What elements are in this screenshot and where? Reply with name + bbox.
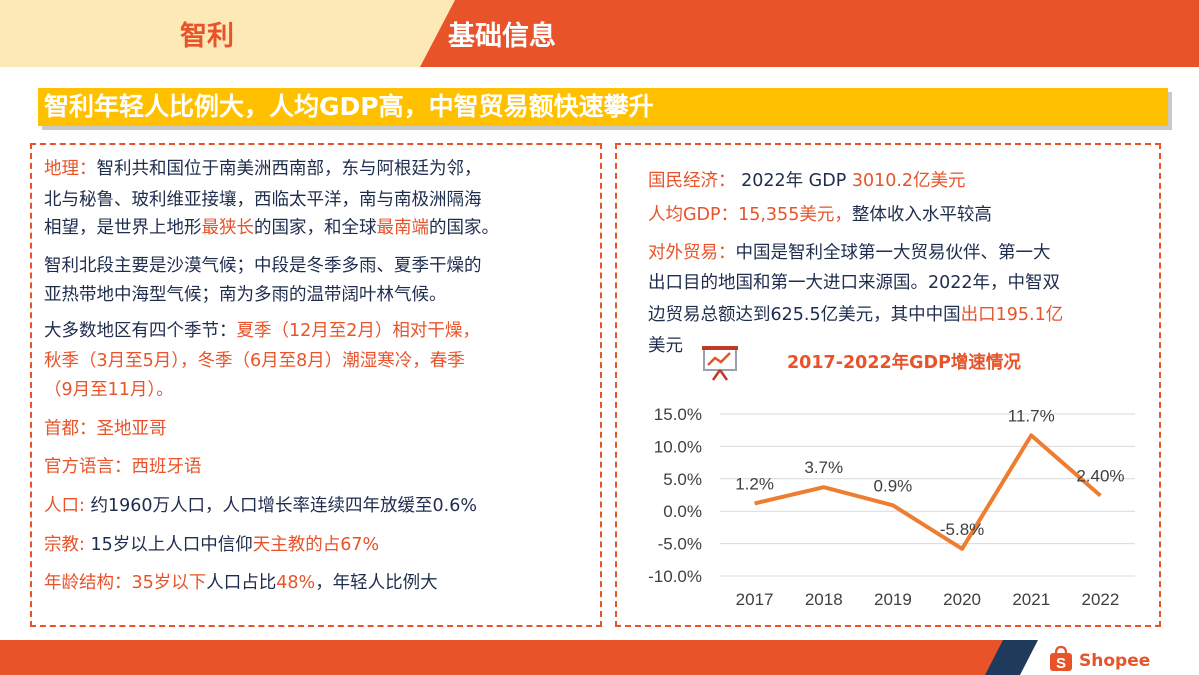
religion-line: 宗教: 15岁以上人口中信仰天主教的占67%: [44, 535, 380, 555]
gdp-growth-series-line: [754, 433, 1102, 551]
trade-line-4: 美元: [648, 336, 683, 356]
x-tick-label: 2018: [805, 590, 843, 609]
y-tick-label: -5.0%: [658, 535, 702, 554]
y-tick-label: 0.0%: [663, 502, 702, 521]
data-label: -5.8%: [940, 520, 984, 539]
data-label: 2.40%: [1076, 467, 1124, 486]
header-country: 智利: [180, 21, 234, 52]
chart-title: 2017-2022年GDP增速情况: [787, 353, 1021, 373]
left-info-box: [30, 143, 602, 627]
geo-line-3: 相望，是世界上地形最狭长的国家，和全球最南端的国家。: [44, 218, 499, 238]
data-label: 11.7%: [1008, 406, 1055, 425]
chart-gridlines: [720, 413, 1135, 577]
header-title: 基础信息: [448, 21, 556, 52]
right-info-box: [615, 143, 1161, 627]
presentation-chart-icon: [702, 346, 738, 381]
trade-line-2: 出口目的地国和第一大进口来源国。2022年，中智双: [648, 273, 1061, 293]
chart-data-labels: 1.2% 3.7% 0.9% -5.8% 11.7% 2.40%: [735, 406, 1124, 538]
data-label: 3.7%: [804, 458, 843, 477]
seasons-line-3: （9月至11月）。: [44, 380, 174, 400]
header-right-band: [420, 0, 1199, 67]
gdp-growth-chart: 15.0%10.0%5.0%0.0%-5.0%-10.0% 2017 2018 20…: [648, 405, 1135, 609]
language-line: 官方语言：西班牙语: [44, 457, 202, 477]
footer-logo-area: [1020, 640, 1199, 675]
geo-line-2: 北与秘鲁、玻利维亚接壤，西临太平洋，南与南极洲隔海: [44, 190, 482, 210]
gdp-per-capita-line: 人均GDP：15,355美元，整体收入水平较高: [648, 205, 992, 225]
seasons-line-2: 秋季（3月至5月），冬季（6月至8月）潮湿寒冷，春季: [44, 351, 465, 371]
chart-y-axis: 15.0% 10.0% 5.0% 0.0% -5.0% -10.0%: [648, 405, 702, 586]
x-tick-label: 2019: [874, 590, 912, 609]
economy-line: 国民经济： 2022年 GDP 3010.2亿美元: [648, 171, 966, 191]
y-tick-label: 10.0%: [654, 437, 702, 456]
seasons-line-1: 大多数地区有四个季节：夏季（12月至2月）相对干燥，: [44, 321, 480, 341]
shopee-logo-text: Shopee: [1079, 651, 1151, 671]
banner-headline: 智利年轻人比例大，人均GDP高，中智贸易额快速攀升: [38, 88, 1168, 126]
x-tick-label: 2020: [943, 590, 981, 609]
climate-line-1: 智利北段主要是沙漠气候；中段是冬季多雨、夏季干燥的: [44, 256, 482, 276]
data-label: 0.9%: [874, 476, 913, 495]
y-tick-label: 5.0%: [663, 470, 702, 489]
data-label: 1.2%: [735, 474, 774, 493]
trade-line-3: 边贸易总额达到625.5亿美元，其中中国出口195.1亿: [648, 305, 1064, 325]
trade-line-1: 对外贸易：中国是智利全球第一大贸易伙伴、第一大: [648, 243, 1051, 263]
population-line: 人口: 约1960万人口，人口增长率连续四年放缓至0.6%: [44, 496, 477, 516]
shopee-bag-icon: S: [1050, 645, 1072, 672]
age-structure-line: 年龄结构：35岁以下人口占比48%，年轻人比例大: [44, 573, 438, 593]
y-tick-label: -10.0%: [648, 567, 702, 586]
x-tick-label: 2022: [1082, 590, 1120, 609]
chart-x-axis: 2017 2018 2019 2020 2021 2022: [736, 590, 1120, 609]
y-tick-label: 15.0%: [654, 405, 702, 424]
x-tick-label: 2017: [736, 590, 774, 609]
svg-text:S: S: [1056, 655, 1066, 672]
geo-line-1: 地理：智利共和国位于南美洲西南部，东与阿根廷为邻，: [44, 159, 482, 179]
capital-line: 首都：圣地亚哥: [44, 419, 167, 439]
header-left-band: [0, 0, 455, 67]
climate-line-2: 亚热带地中海型气候；南为多雨的温带阔叶林气候。: [44, 285, 447, 305]
x-tick-label: 2021: [1012, 590, 1050, 609]
chart-series: [754, 433, 1102, 551]
